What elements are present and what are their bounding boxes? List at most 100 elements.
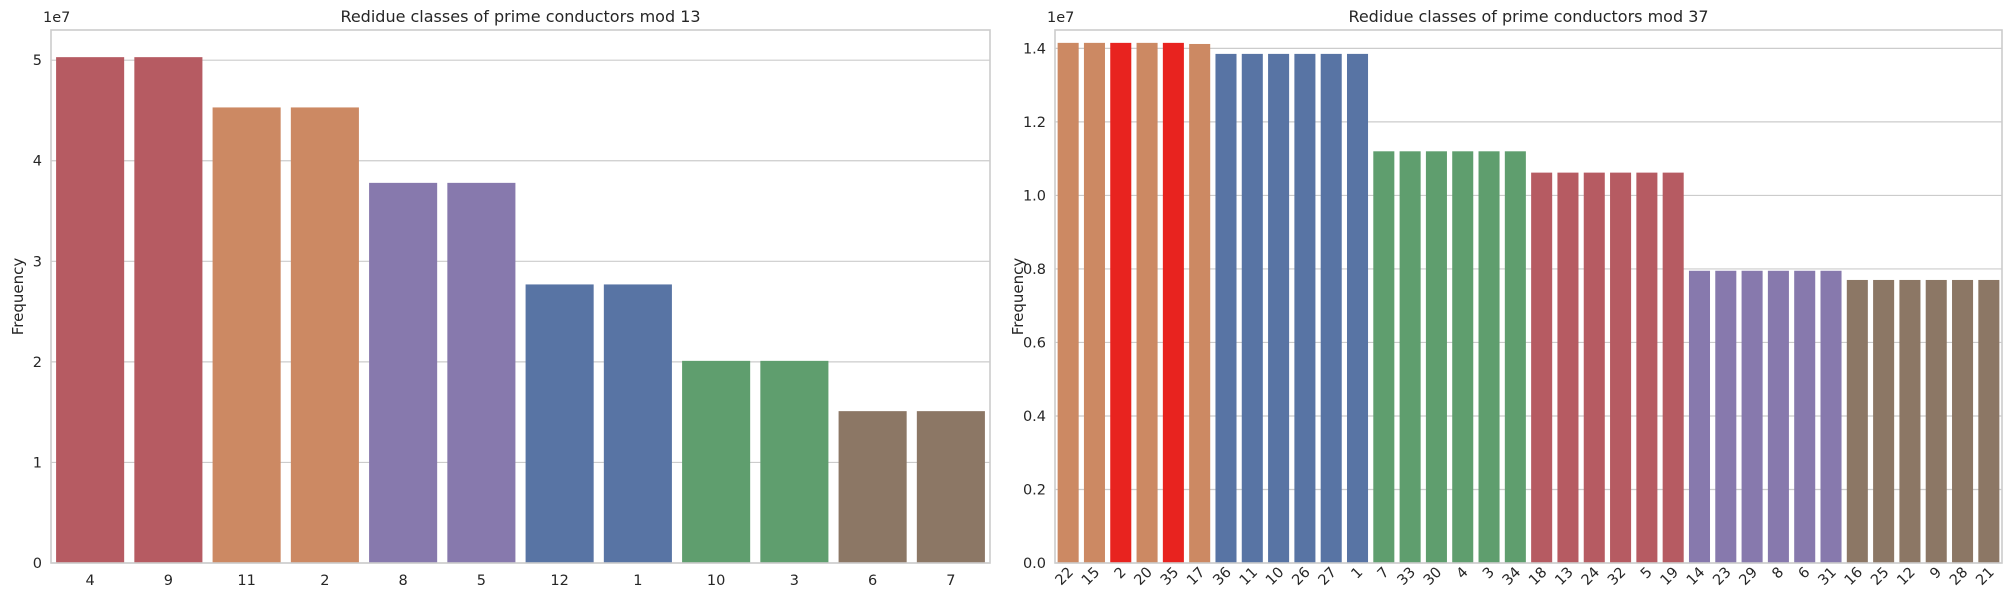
y-tick-label: 2 bbox=[33, 355, 42, 371]
x-tick-label: 24 bbox=[1579, 565, 1603, 589]
bar-2 bbox=[290, 107, 359, 563]
bar-10 bbox=[682, 360, 751, 563]
x-tick-label: 3 bbox=[790, 573, 799, 589]
bar-36 bbox=[1215, 53, 1237, 564]
x-tick-label: 32 bbox=[1605, 565, 1629, 589]
x-tick-label: 22 bbox=[1053, 565, 1077, 589]
x-tick-label: 11 bbox=[1237, 565, 1261, 589]
y-tick-label: 3 bbox=[33, 254, 42, 270]
bar-19 bbox=[1662, 172, 1684, 563]
x-tick-label: 28 bbox=[1947, 565, 1971, 589]
bar-8 bbox=[1767, 270, 1789, 563]
bar-33 bbox=[1399, 151, 1421, 563]
bar-25 bbox=[1873, 279, 1895, 563]
bar-4 bbox=[56, 57, 125, 563]
x-tick-label: 11 bbox=[237, 573, 255, 589]
x-tick-label: 15 bbox=[1079, 565, 1103, 589]
bar-26 bbox=[1294, 53, 1316, 564]
bar-7 bbox=[1373, 151, 1395, 563]
plot-frame bbox=[50, 29, 991, 564]
bar-3 bbox=[1478, 151, 1500, 563]
y-tick-label: 0.6 bbox=[1023, 335, 1046, 351]
x-tick-label: 29 bbox=[1737, 565, 1761, 589]
scale-label: 1e7 bbox=[43, 10, 70, 26]
x-tick-label: 23 bbox=[1710, 565, 1734, 589]
bar-10 bbox=[1268, 53, 1290, 564]
y-tick-label: 0.0 bbox=[1023, 556, 1046, 572]
bar-7 bbox=[916, 411, 985, 563]
x-tick-label: 10 bbox=[1263, 565, 1287, 589]
x-tick-label: 20 bbox=[1132, 565, 1156, 589]
bar-4 bbox=[1452, 151, 1474, 563]
y-tick-label: 1.0 bbox=[1023, 188, 1046, 204]
bar-15 bbox=[1083, 42, 1105, 563]
x-tick-label: 6 bbox=[1796, 565, 1814, 583]
x-tick-label: 26 bbox=[1289, 565, 1313, 589]
bar-28 bbox=[1952, 279, 1974, 563]
x-tick-label: 16 bbox=[1842, 565, 1866, 589]
bar-12 bbox=[525, 284, 594, 563]
bar-30 bbox=[1425, 151, 1447, 563]
chart-title: Redidue classes of prime conductors mod … bbox=[340, 7, 700, 26]
x-tick-label: 30 bbox=[1421, 565, 1445, 589]
x-tick-label: 7 bbox=[946, 573, 955, 589]
x-tick-label: 35 bbox=[1158, 565, 1182, 589]
y-tick-label: 0 bbox=[33, 556, 42, 572]
x-tick-label: 3 bbox=[1480, 565, 1498, 583]
scale-label: 1e7 bbox=[1047, 10, 1074, 26]
x-tick-label: 5 bbox=[1638, 565, 1656, 583]
bar-8 bbox=[369, 182, 438, 563]
x-tick-label: 2 bbox=[320, 573, 329, 589]
chart-2: 0.00.20.40.60.81.01.21.422 15 2 20 35 17 36 11 1… bbox=[1009, 7, 2003, 589]
y-tick-label: 0.2 bbox=[1023, 482, 1046, 498]
y-tick-label: 4 bbox=[33, 154, 42, 170]
bar-23 bbox=[1715, 270, 1737, 563]
x-tick-label: 25 bbox=[1868, 565, 1892, 589]
plot-frame bbox=[1054, 29, 2003, 564]
x-tick-label: 12 bbox=[1894, 565, 1918, 589]
x-tick-label: 33 bbox=[1395, 565, 1419, 589]
x-tick-label: 5 bbox=[477, 573, 486, 589]
x-tick-label: 1 bbox=[633, 573, 642, 589]
bar-21 bbox=[1978, 279, 2000, 563]
y-tick-label: 0.8 bbox=[1023, 262, 1046, 278]
x-tick-label: 27 bbox=[1316, 565, 1340, 589]
x-tick-label: 18 bbox=[1526, 565, 1550, 589]
x-tick-label: 6 bbox=[868, 573, 877, 589]
bar-13 bbox=[1557, 172, 1579, 563]
bar-6 bbox=[1794, 270, 1816, 563]
x-tick-label: 4 bbox=[1454, 565, 1472, 583]
bar-5 bbox=[447, 182, 516, 563]
y-tick-label: 0.4 bbox=[1023, 409, 1046, 425]
bar-22 bbox=[1057, 42, 1079, 563]
x-tick-label: 2 bbox=[1112, 565, 1130, 583]
bar-11 bbox=[212, 107, 281, 563]
bar-9 bbox=[134, 57, 203, 563]
bar-18 bbox=[1531, 172, 1553, 563]
x-tick-label: 19 bbox=[1658, 565, 1682, 589]
y-tick-label: 1 bbox=[33, 455, 42, 471]
bar-16 bbox=[1846, 279, 1868, 563]
x-tick-label: 8 bbox=[1769, 565, 1787, 583]
x-tick-label: 17 bbox=[1184, 565, 1208, 589]
y-axis-label: Frequency bbox=[9, 258, 27, 336]
bar-32 bbox=[1610, 172, 1632, 563]
y-tick-label: 1.4 bbox=[1023, 41, 1046, 57]
x-tick-label: 13 bbox=[1552, 565, 1576, 589]
y-axis-label: Frequency bbox=[1009, 258, 1027, 336]
bar-27 bbox=[1320, 53, 1342, 564]
bar-1 bbox=[1346, 53, 1369, 564]
chart-title: Redidue classes of prime conductors mod … bbox=[1348, 7, 1708, 26]
bar-34 bbox=[1504, 151, 1526, 563]
bar-20 bbox=[1136, 42, 1158, 563]
x-tick-label: 14 bbox=[1684, 565, 1708, 589]
x-tick-label: 36 bbox=[1210, 565, 1234, 589]
y-tick-label: 1.2 bbox=[1023, 115, 1046, 131]
x-tick-label: 21 bbox=[1973, 565, 1997, 589]
x-tick-label: 8 bbox=[399, 573, 408, 589]
x-tick-label: 10 bbox=[707, 573, 725, 589]
x-tick-label: 9 bbox=[1927, 565, 1945, 583]
bar-12 bbox=[1899, 279, 1921, 563]
